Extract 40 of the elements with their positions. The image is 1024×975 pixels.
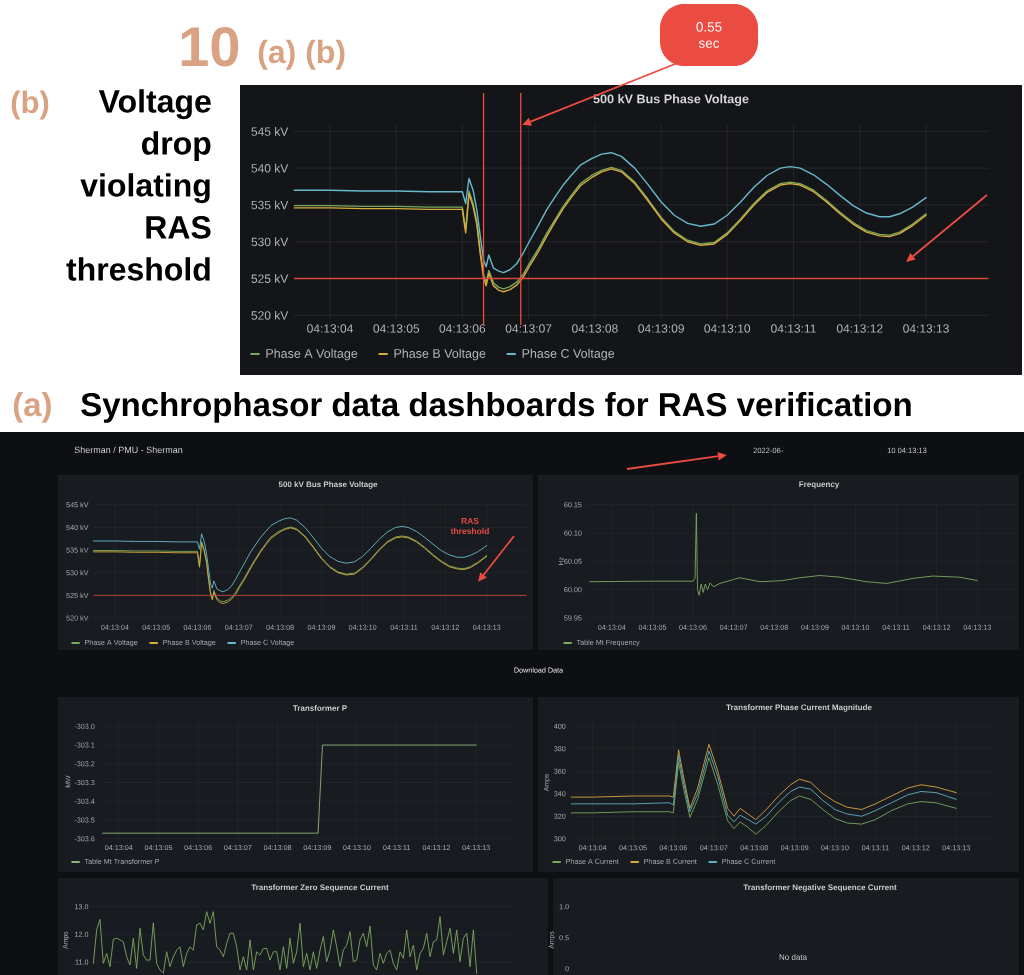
line-series bbox=[293, 151, 927, 274]
x-tick-label: 04:13:08 bbox=[572, 324, 618, 333]
y-tick-label: 520 kV bbox=[251, 310, 289, 320]
line-series bbox=[570, 757, 957, 835]
chart-title: Transformer Zero Sequence Current bbox=[251, 884, 389, 892]
text: No data bbox=[779, 954, 808, 960]
text: 0.55 sec bbox=[696, 22, 722, 48]
line-series bbox=[92, 517, 488, 593]
y-tick-label: 545 kV bbox=[251, 126, 289, 136]
x-tick-label: 04:13:10 bbox=[704, 324, 751, 333]
text: Transformer Negative Sequence Current bbox=[743, 884, 897, 892]
chart-title: Transformer P bbox=[292, 705, 347, 711]
chart-title: Frequency bbox=[799, 481, 840, 489]
chart-title: 500 kV Bus Phase Voltage bbox=[278, 481, 378, 489]
legend-label: Phase A Voltage bbox=[266, 348, 358, 361]
x-tick-label: 04:13:11 bbox=[771, 324, 816, 333]
x-tick-label: 04:13:07 bbox=[505, 324, 552, 333]
x-tick-label: 04:13:05 bbox=[373, 324, 420, 333]
line-series bbox=[92, 911, 478, 974]
y-tick-label: 540 kV bbox=[251, 163, 289, 173]
text: (b) bbox=[11, 90, 49, 120]
x-tick-label: 04:13:13 bbox=[903, 324, 949, 333]
text: Sherman / PMU - Sherman bbox=[74, 446, 183, 454]
text: Voltage drop violating RAS threshold bbox=[66, 89, 211, 281]
line-series bbox=[589, 512, 978, 596]
text: (a) (b) bbox=[258, 39, 345, 70]
x-tick-label: 04:13:09 bbox=[638, 324, 684, 333]
x-tick-label: 04:13:04 bbox=[307, 324, 353, 333]
legend-label: Phase B Voltage bbox=[394, 348, 486, 361]
text: 10 bbox=[181, 26, 239, 67]
text: (a) bbox=[13, 392, 51, 423]
y-tick-label: 530 kV bbox=[251, 237, 289, 247]
y-tick-label: 525 kV bbox=[251, 274, 289, 283]
chart-title: Transformer Phase Current Magnitude bbox=[726, 704, 872, 712]
x-tick-label: 04:13:12 bbox=[836, 324, 883, 333]
text: Synchrophasor data dashboards for RAS verification bbox=[81, 392, 911, 423]
annotation: RAS threshold bbox=[450, 517, 489, 535]
y-tick-label: 535 kV bbox=[251, 200, 289, 210]
x-tick-label: 04:13:06 bbox=[439, 324, 486, 333]
legend-label: Phase C Voltage bbox=[522, 348, 615, 361]
